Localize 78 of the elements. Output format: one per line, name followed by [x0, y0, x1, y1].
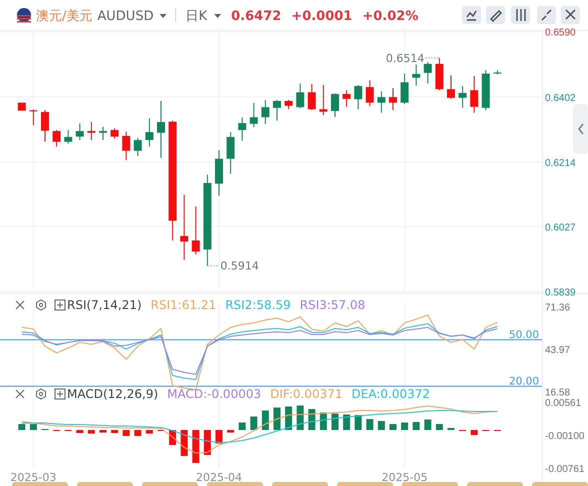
text: +0.02%: [362, 9, 418, 24]
bar: [192, 430, 200, 463]
y-tick-label: -0.00761: [545, 464, 585, 475]
bar: [308, 409, 316, 430]
bar: [332, 414, 338, 430]
y-tick-label: 71.36: [545, 302, 570, 314]
text: 0.6472: [231, 9, 282, 24]
series-label: MACD:-0.00003: [167, 387, 262, 401]
series-label: DEA:0.00372: [352, 387, 430, 401]
bar: [436, 424, 443, 430]
bar: [180, 430, 188, 456]
candlestick: [458, 86, 467, 108]
bar: [227, 430, 234, 433]
ref-line-label: 20.00: [508, 375, 539, 388]
candlestick: [447, 74, 455, 100]
chart-title: MACD(12,26,9): [67, 387, 158, 401]
candlestick: [319, 84, 328, 116]
bar: [76, 430, 84, 434]
candlestick: [99, 126, 107, 141]
bar: [88, 430, 95, 434]
y-tick-label: 43.97: [545, 345, 570, 356]
series-label: DIF:0.00371: [270, 387, 343, 401]
y-tick-label: 0.5839: [545, 288, 576, 299]
bar: [366, 419, 374, 430]
series-label: RSI3:57.08: [300, 298, 366, 312]
bar: [238, 422, 246, 430]
bar: [274, 408, 280, 430]
text: +0.0001: [291, 9, 352, 24]
x-tick-label: 2025-05: [382, 471, 428, 484]
annotation: 0.6514: [386, 52, 424, 66]
bar: [390, 424, 396, 430]
x-tick-label: 2025-04: [196, 471, 242, 484]
x-tick-label: 2025-03: [10, 471, 56, 484]
candlestick: [342, 90, 351, 108]
series-label: RSI2:58.59: [225, 298, 291, 312]
y-tick-label: 0.6402: [545, 92, 576, 104]
candlestick: [87, 122, 96, 141]
candlestick: [64, 130, 72, 144]
line-series: [21, 410, 498, 443]
candlestick: [157, 100, 165, 158]
ref-line-label: 50.00: [508, 328, 539, 341]
y-tick-label: 0.00561: [545, 398, 582, 409]
bar: [134, 430, 142, 436]
y-tick-label: 0.6214: [545, 158, 576, 169]
bar: [216, 430, 222, 444]
y-tick-label: -0.00100: [545, 431, 585, 442]
bar: [401, 422, 408, 430]
bar: [204, 430, 211, 455]
bar: [296, 406, 304, 430]
bar: [30, 424, 37, 430]
candlestick: [52, 130, 61, 148]
bar: [354, 415, 362, 430]
bar: [146, 430, 153, 434]
bar: [122, 430, 130, 436]
bar: [262, 410, 269, 430]
bar: [285, 406, 292, 430]
y-tick-label: 16.58: [545, 388, 570, 399]
chart-title: RSI(7,14,21): [67, 298, 142, 312]
bar: [18, 424, 26, 430]
candlestick: [284, 99, 293, 110]
bar: [111, 430, 118, 434]
candlestick: [134, 137, 142, 156]
chart-title: 澳元/美元: [36, 8, 92, 24]
series-label: RSI1:61.21: [150, 298, 216, 312]
line-series: [21, 314, 498, 390]
y-tick-label: 0.6590: [545, 28, 576, 39]
text: 日K: [186, 9, 208, 24]
y-tick-label: 0.6027: [545, 222, 576, 234]
chart-subtitle: AUDUSD: [97, 9, 154, 24]
bar: [424, 420, 432, 430]
candlestick: [250, 102, 258, 128]
bar: [378, 421, 385, 430]
bar: [250, 416, 258, 430]
annotation: 0.5914: [220, 260, 259, 273]
bar: [470, 430, 478, 435]
bar: [343, 414, 350, 430]
bar: [412, 422, 420, 430]
bar: [100, 430, 106, 433]
